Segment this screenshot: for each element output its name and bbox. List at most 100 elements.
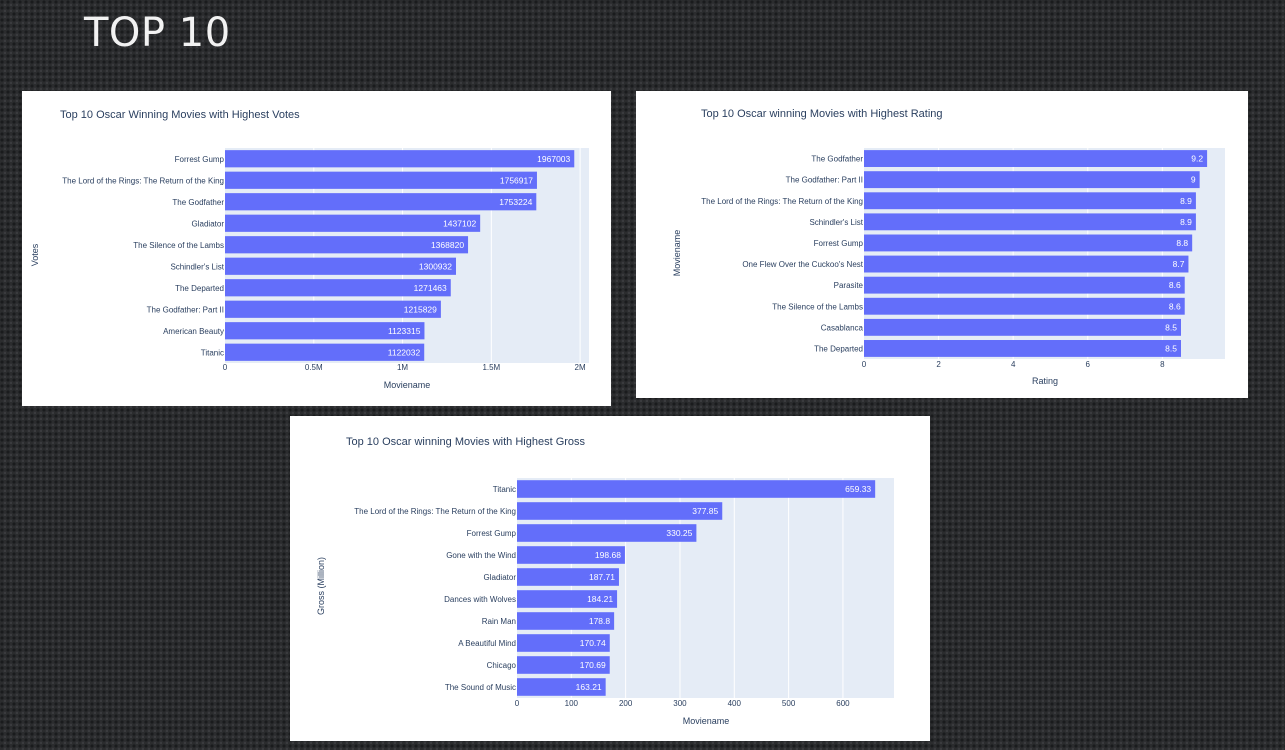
value-label: 178.8: [589, 616, 611, 626]
votes-chart: 0 0.5M 1M 1.5M 2M Forrest Gump 1967003 The Lord…: [30, 109, 589, 390]
bar[interactable]: [225, 343, 425, 361]
value-label: 330.25: [666, 528, 692, 538]
bar[interactable]: [225, 171, 537, 189]
bar[interactable]: [517, 590, 618, 608]
x-tick-label: 0: [223, 363, 228, 372]
category-label: One Flew Over the Cuckoo's Nest: [742, 260, 863, 269]
category-label: Casablanca: [821, 323, 864, 332]
y-axis-label: Moviename: [672, 230, 682, 277]
bar[interactable]: [864, 255, 1189, 273]
value-label: 1967003: [537, 154, 570, 164]
value-label: 187.71: [589, 572, 615, 582]
x-axis-label: Rating: [1032, 376, 1058, 386]
category-label: The Silence of the Lambs: [772, 302, 863, 311]
x-tick-label: 8: [1160, 360, 1165, 369]
bar[interactable]: [517, 612, 615, 630]
rating-chart: 0 2 4 6 8 The Godfather 9.2 The Godfather: Part…: [672, 108, 1225, 386]
category-label: A Beautiful Mind: [458, 639, 516, 648]
value-label: 1437102: [443, 218, 476, 228]
bar[interactable]: [864, 340, 1181, 357]
value-label: 659.33: [845, 484, 871, 494]
bar[interactable]: [225, 279, 451, 297]
x-tick-label: 0.5M: [305, 363, 323, 372]
category-label: The Godfather: [172, 198, 224, 207]
bar[interactable]: [517, 502, 723, 520]
bar[interactable]: [864, 318, 1181, 336]
bar[interactable]: [517, 546, 625, 564]
value-label: 8.9: [1180, 217, 1192, 227]
x-tick-label: 6: [1086, 360, 1091, 369]
value-label: 9.2: [1191, 154, 1203, 164]
bar[interactable]: [864, 213, 1196, 231]
x-tick-label: 300: [673, 699, 687, 708]
slide-title: TOP 10: [84, 10, 231, 56]
category-label: The Silence of the Lambs: [133, 241, 224, 250]
category-label: The Departed: [175, 284, 224, 293]
category-label: Gladiator: [484, 573, 517, 582]
bar[interactable]: [225, 257, 456, 275]
value-label: 1753224: [499, 197, 532, 207]
bar[interactable]: [225, 300, 441, 318]
value-label: 8.6: [1169, 280, 1181, 290]
bar[interactable]: [225, 214, 481, 232]
x-tick-label: 4: [1011, 360, 1016, 369]
bar[interactable]: [517, 480, 876, 498]
value-label: 8.8: [1176, 238, 1188, 248]
value-label: 8.9: [1180, 196, 1192, 206]
x-tick-label: 0: [862, 360, 867, 369]
category-label: The Godfather: Part II: [786, 176, 863, 185]
y-axis-label: Gross (Million): [316, 557, 326, 615]
x-tick-label: 0: [515, 699, 520, 708]
category-label: Forrest Gump: [467, 529, 517, 538]
x-tick-label: 200: [619, 699, 633, 708]
value-label: 1756917: [500, 175, 533, 185]
bar[interactable]: [864, 234, 1193, 252]
category-label: American Beauty: [163, 327, 224, 336]
gross-chart: 0 100 200 300 400 500 600 Titanic 659.33 The Lord…: [316, 436, 894, 726]
bar[interactable]: [517, 568, 619, 586]
bar[interactable]: [225, 236, 469, 254]
category-label: The Godfather: [811, 155, 863, 164]
bar[interactable]: [864, 297, 1185, 315]
bar[interactable]: [864, 276, 1185, 294]
bar[interactable]: [517, 656, 610, 674]
category-label: Chicago: [487, 661, 517, 670]
category-label: The Lord of the Rings: The Return of the…: [354, 507, 516, 516]
value-label: 1271463: [414, 283, 447, 293]
value-label: 1123315: [388, 326, 421, 336]
value-label: 198.68: [595, 550, 621, 560]
value-label: 377.85: [692, 506, 718, 516]
category-label: Parasite: [834, 281, 864, 290]
value-label: 1122032: [388, 347, 421, 357]
bar[interactable]: [864, 150, 1208, 167]
x-tick-label: 2M: [575, 363, 586, 372]
value-label: 1300932: [419, 261, 452, 271]
category-label: The Lord of the Rings: The Return of the…: [62, 176, 224, 185]
bar[interactable]: [225, 193, 537, 211]
category-label: The Sound of Music: [445, 683, 516, 692]
value-label: 8.6: [1169, 301, 1181, 311]
votes-chart-panel: 0 0.5M 1M 1.5M 2M Forrest Gump 1967003 The Lord…: [22, 91, 611, 406]
value-label: 1368820: [431, 240, 464, 250]
chart-title: Top 10 Oscar Winning Movies with Highest…: [60, 109, 300, 121]
value-label: 1215829: [404, 304, 437, 314]
x-tick-label: 2: [936, 360, 941, 369]
bar[interactable]: [225, 150, 575, 168]
bar[interactable]: [517, 524, 697, 542]
bar[interactable]: [864, 192, 1196, 210]
bar[interactable]: [864, 171, 1200, 189]
gross-chart-panel: 0 100 200 300 400 500 600 Titanic 659.33 The Lord…: [290, 416, 930, 741]
bar[interactable]: [225, 322, 425, 340]
category-label: The Departed: [814, 344, 863, 353]
category-label: Schindler's List: [170, 262, 224, 271]
value-label: 9: [1191, 175, 1196, 185]
bar[interactable]: [517, 678, 606, 696]
category-label: Gladiator: [192, 219, 225, 228]
chart-title: Top 10 Oscar winning Movies with Highest…: [701, 108, 943, 120]
bar[interactable]: [517, 634, 610, 652]
category-label: The Lord of the Rings: The Return of the…: [701, 197, 863, 206]
value-label: 170.74: [580, 638, 606, 648]
category-label: The Godfather: Part II: [147, 305, 224, 314]
category-label: Dances with Wolves: [444, 595, 516, 604]
x-tick-label: 500: [782, 699, 796, 708]
